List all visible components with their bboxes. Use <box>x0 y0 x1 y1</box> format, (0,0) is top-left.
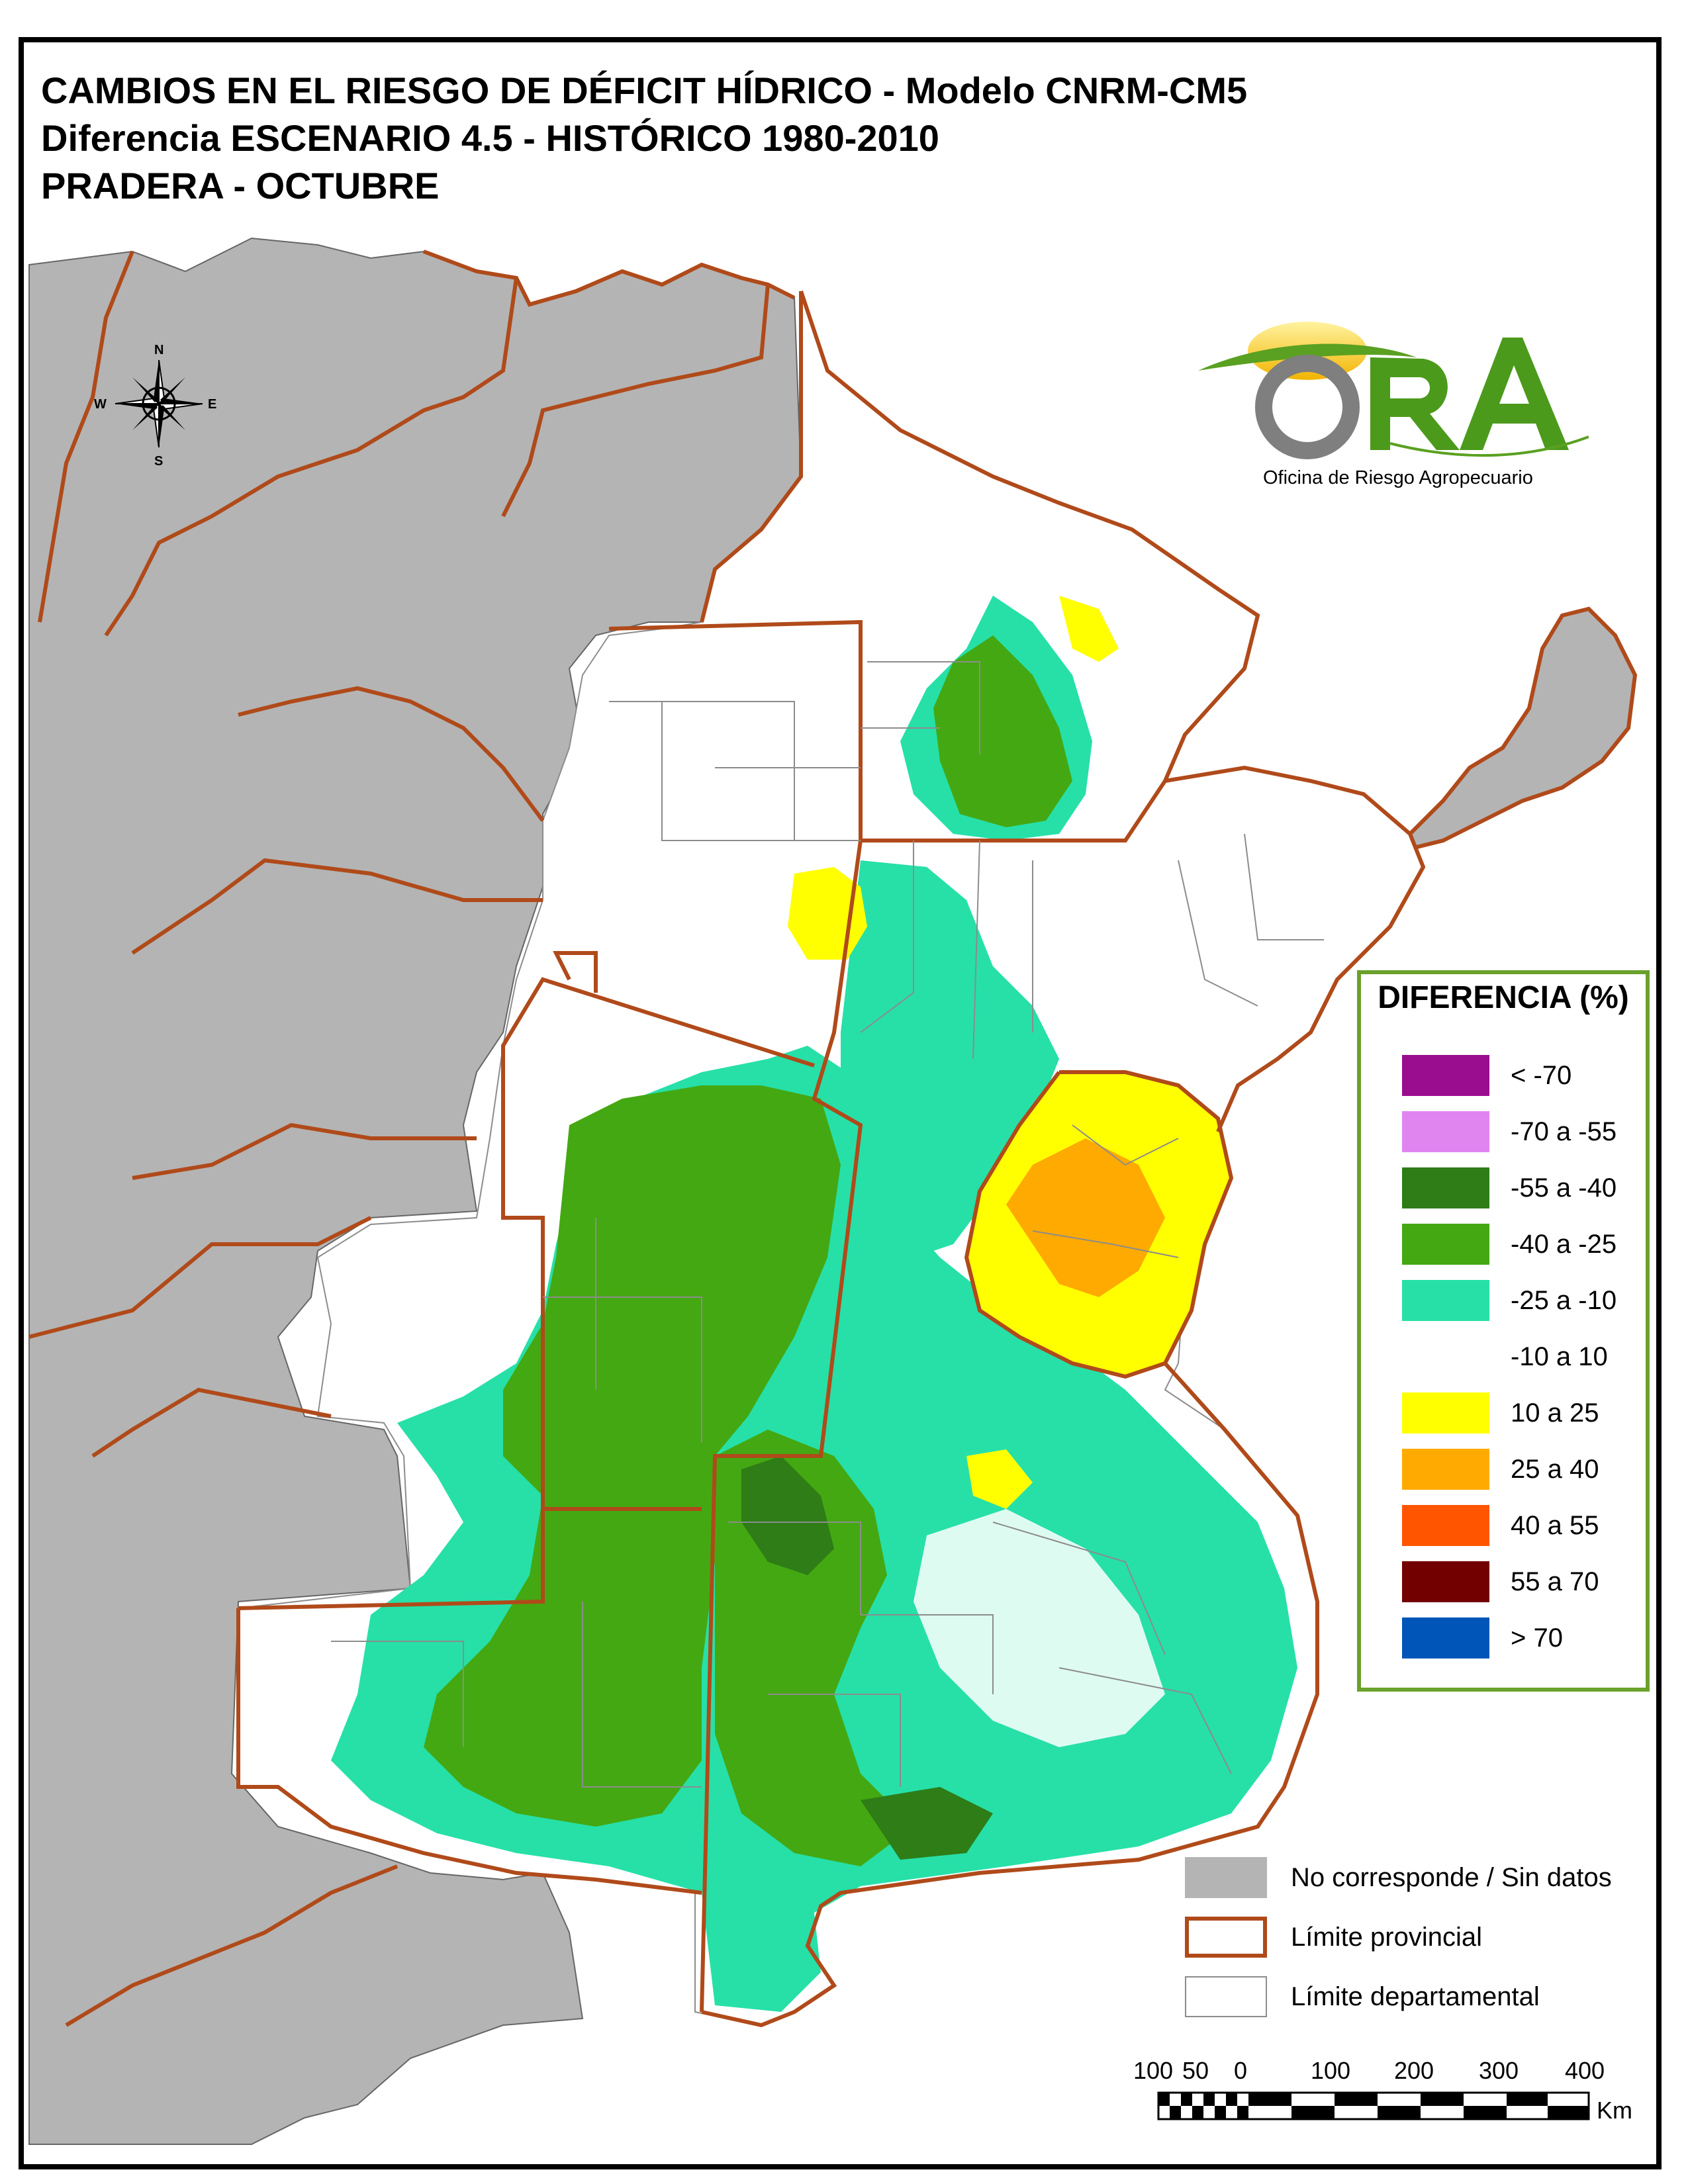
legend-item: 55 a 70 <box>1402 1560 1599 1604</box>
legend-item: -55 a -40 <box>1402 1166 1617 1210</box>
legend-swatch <box>1402 1617 1489 1659</box>
legend-item: 40 a 55 <box>1402 1504 1599 1547</box>
legend-label: -25 a -10 <box>1511 1285 1617 1315</box>
scale-unit: Km <box>1597 2097 1632 2124</box>
legend-label: 10 a 25 <box>1511 1398 1599 1428</box>
legend-item: -10 a 10 <box>1402 1335 1608 1379</box>
legend-no-data: No corresponde / Sin datos <box>1185 1857 1612 1898</box>
provincial-label: Límite provincial <box>1291 1922 1483 1952</box>
provincial-boundaries <box>28 250 1426 2028</box>
compass-north-label: N <box>154 343 164 357</box>
zone-10-to-25-ne <box>1059 596 1119 662</box>
departmental-swatch <box>1185 1976 1267 2017</box>
zone-minus-40-to-minus-25-north <box>933 635 1072 827</box>
legend-label: > 70 <box>1511 1623 1563 1653</box>
scale-tick-label: 300 <box>1479 2057 1519 2084</box>
legend-label: < -70 <box>1511 1060 1572 1090</box>
zone-25-to-40-east <box>1006 1138 1165 1297</box>
compass-rose-icon <box>115 359 203 448</box>
legend-item: -70 a -55 <box>1402 1110 1617 1154</box>
zone-10-to-25-ba <box>966 1449 1033 1509</box>
legend-label: 25 a 40 <box>1511 1454 1599 1484</box>
legend-swatch <box>1402 1167 1489 1208</box>
zone-minus-55-to-minus-40 <box>741 1456 834 1575</box>
legend-label: -70 a -55 <box>1511 1116 1617 1146</box>
legend-item: -40 a -25 <box>1402 1222 1617 1266</box>
scale-bar <box>1157 2091 1590 2120</box>
ora-logo <box>1198 322 1589 459</box>
legend-label: -40 a -25 <box>1511 1229 1617 1259</box>
scale-tick-label: 0 <box>1234 2057 1248 2084</box>
no-data-swatch <box>1185 1857 1267 1898</box>
zone-minus-40-to-minus-25 <box>424 1085 841 1827</box>
legend-item: -25 a -10 <box>1402 1279 1617 1322</box>
scale-tick-label: 100 <box>1311 2057 1351 2084</box>
legend-label: 55 a 70 <box>1511 1567 1599 1596</box>
compass-east-label: E <box>208 397 217 412</box>
scale-tick-label: 100 <box>1133 2057 1174 2084</box>
map-title-line1: CAMBIOS EN EL RIESGO DE DÉFICIT HÍDRICO … <box>41 69 1248 111</box>
legend-item: > 70 <box>1402 1616 1563 1660</box>
legend-label: -55 a -40 <box>1511 1173 1617 1203</box>
legend-swatch <box>1402 1055 1489 1096</box>
legend-swatch <box>1402 1224 1489 1265</box>
zone-minus-10-to-10-southeast <box>914 1509 1165 1747</box>
legend-departmental: Límite departamental <box>1185 1976 1540 2017</box>
legend-provincial: Límite provincial <box>1185 1917 1482 1958</box>
legend-swatch <box>1402 1336 1489 1377</box>
provincial-swatch <box>1185 1917 1267 1958</box>
compass-south-label: S <box>154 454 164 469</box>
legend-swatch <box>1402 1392 1489 1433</box>
logo-subtitle: Oficina de Riesgo Agropecuario <box>1263 467 1533 488</box>
map-title-line2: Diferencia ESCENARIO 4.5 - HISTÓRICO 198… <box>41 117 939 159</box>
legend-swatch <box>1402 1280 1489 1321</box>
legend-label: 40 a 55 <box>1511 1510 1599 1540</box>
departmental-label: Límite departamental <box>1291 1981 1540 2011</box>
legend-swatch <box>1402 1111 1489 1152</box>
legend-swatch <box>1402 1449 1489 1490</box>
legend-label: -10 a 10 <box>1511 1342 1608 1371</box>
scale-tick-label: 400 <box>1565 2057 1605 2084</box>
legend-swatch <box>1402 1505 1489 1546</box>
legend-item: 10 a 25 <box>1402 1391 1599 1435</box>
legend-swatch <box>1402 1561 1489 1602</box>
zone-minus-55-to-minus-40-south <box>861 1787 993 1860</box>
scale-tick-label: 50 <box>1182 2057 1209 2084</box>
departmental-boundaries <box>331 661 1324 1788</box>
compass-west-label: W <box>94 397 107 412</box>
scale-tick-label: 200 <box>1394 2057 1434 2084</box>
legend-item: 25 a 40 <box>1402 1447 1599 1491</box>
map-title-line3: PRADERA - OCTUBRE <box>41 165 440 206</box>
legend-title: DIFERENCIA (%) <box>1378 980 1629 1015</box>
legend-item: < -70 <box>1402 1054 1571 1097</box>
no-data-region-misiones <box>1399 606 1638 850</box>
no-data-label: No corresponde / Sin datos <box>1291 1862 1612 1892</box>
